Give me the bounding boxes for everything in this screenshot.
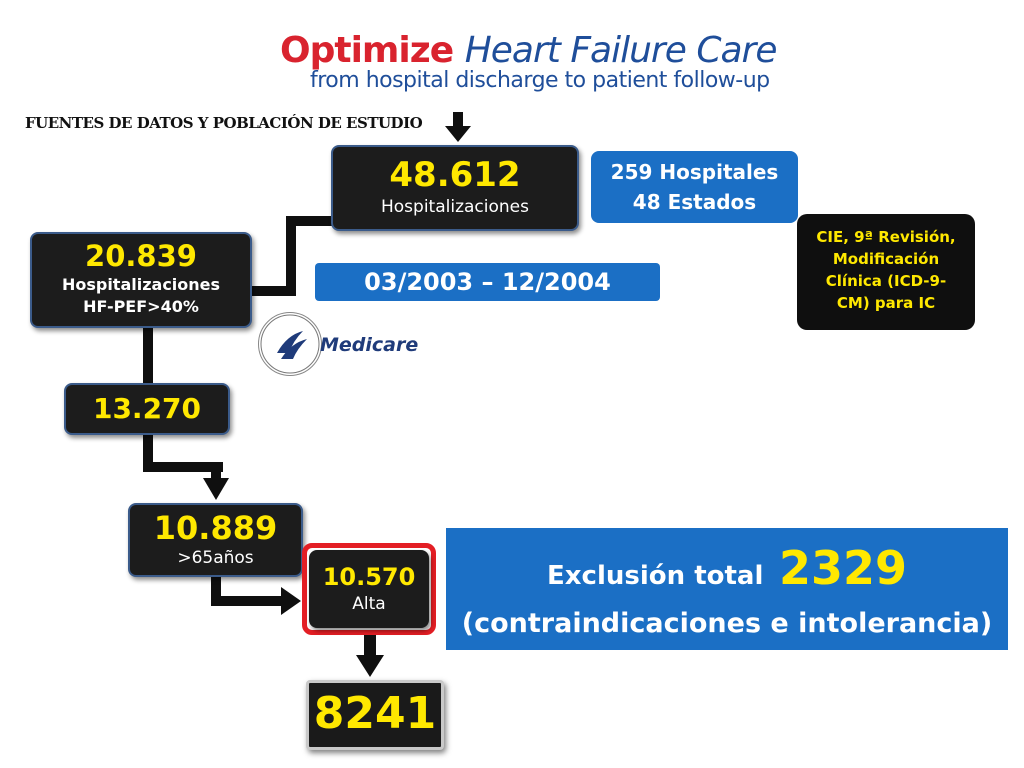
alta-label: Alta bbox=[352, 594, 386, 614]
connector-20839-down bbox=[143, 326, 153, 386]
box-alta: 10.570 Alta bbox=[309, 550, 429, 628]
final-value: 8241 bbox=[313, 688, 437, 739]
medicare-logo: Medicare bbox=[258, 312, 418, 376]
box-hospitales-estados: 259 Hospitales 48 Estados bbox=[591, 151, 798, 223]
connector-13270-drop bbox=[211, 462, 221, 480]
hfpef-value: 20.839 bbox=[85, 239, 197, 273]
age65-label: >65años bbox=[177, 548, 254, 568]
connector-13270-down bbox=[143, 432, 153, 472]
exclusion-number: 2329 bbox=[778, 541, 907, 595]
optimize-hf-logo: Optimize Heart Failure Care from hospita… bbox=[280, 30, 777, 100]
box-period: 03/2003 – 12/2004 bbox=[315, 263, 660, 301]
logo-word-heart-failure-care: Heart Failure Care bbox=[464, 30, 778, 71]
arrow-top-head bbox=[445, 126, 471, 142]
n13270-value: 13.270 bbox=[92, 392, 202, 425]
box-age65: 10.889 >65años bbox=[128, 503, 303, 577]
arrow-to-10889-head bbox=[203, 478, 229, 500]
hospitales-line: 259 Hospitales bbox=[610, 160, 779, 184]
connector-10570-down bbox=[364, 635, 376, 657]
cie-line3: Clínica (ICD-9- bbox=[825, 272, 947, 290]
alta-value: 10.570 bbox=[322, 563, 416, 591]
connector-10889-down bbox=[211, 576, 221, 606]
arrow-to-8241-head bbox=[356, 655, 384, 677]
connector-48612-horizontal bbox=[286, 216, 336, 226]
exclusion-prefix: Exclusión total bbox=[547, 561, 764, 591]
connector-20839-horizontal bbox=[252, 286, 296, 296]
arrow-top-shaft bbox=[453, 112, 463, 128]
box-exclusion-total: Exclusión total 2329 (contraindicaciones… bbox=[446, 528, 1008, 650]
hospitalizaciones-total-label: Hospitalizaciones bbox=[381, 197, 529, 217]
period-label: 03/2003 – 12/2004 bbox=[364, 268, 611, 296]
medicare-text: Medicare bbox=[320, 334, 419, 356]
cie-line2: Modificación bbox=[832, 250, 940, 268]
box-13270: 13.270 bbox=[64, 383, 230, 435]
box-final-count: 8241 bbox=[306, 680, 444, 750]
cie-line4: CM) para IC bbox=[836, 294, 936, 312]
connector-13270-right bbox=[143, 462, 223, 472]
hfpef-line1: Hospitalizaciones bbox=[61, 275, 221, 294]
arrow-to-10570-head bbox=[281, 587, 301, 615]
section-title: FUENTES DE DATOS Y POBLACIÓN DE ESTUDIO bbox=[25, 114, 423, 132]
age65-value: 10.889 bbox=[153, 509, 278, 547]
hhs-seal-icon bbox=[258, 312, 322, 376]
logo-word-optimize: Optimize bbox=[280, 30, 454, 71]
exclusion-detail: (contraindicaciones e intolerancia) bbox=[461, 608, 993, 639]
box-hospitalizaciones-total: 48.612 Hospitalizaciones bbox=[331, 145, 579, 231]
estados-line: 48 Estados bbox=[632, 190, 757, 214]
hospitalizaciones-total-value: 48.612 bbox=[389, 155, 521, 195]
logo-tagline: from hospital discharge to patient follo… bbox=[310, 68, 770, 93]
box-hfpef: 20.839 Hospitalizaciones HF-PEF>40% bbox=[30, 232, 252, 328]
connector-10889-right bbox=[211, 596, 283, 606]
box-cie-icd9: CIE, 9ª Revisión, Modificación Clínica (… bbox=[797, 214, 975, 330]
cie-line1: CIE, 9ª Revisión, bbox=[816, 228, 956, 246]
hfpef-line2: HF-PEF>40% bbox=[83, 297, 199, 316]
connector-48612-vertical bbox=[286, 216, 296, 296]
